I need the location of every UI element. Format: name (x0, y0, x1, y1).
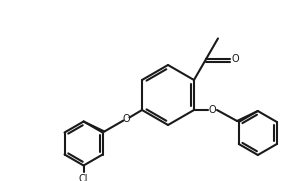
Text: O: O (232, 54, 239, 64)
Text: O: O (208, 105, 216, 115)
Text: Cl: Cl (79, 174, 88, 181)
Text: O: O (123, 114, 130, 124)
